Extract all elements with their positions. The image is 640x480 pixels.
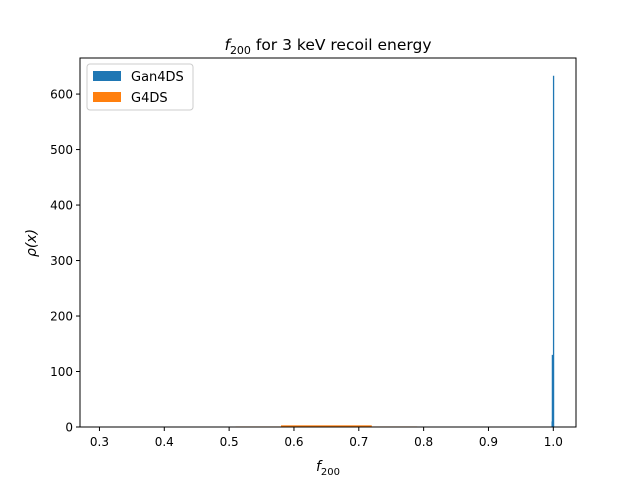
chart-title: f200 for 3 keV recoil energy [224,36,431,57]
legend-swatch-g4ds [93,92,121,102]
y-tick-label: 400 [50,199,73,213]
x-axis-label-sub: 200 [321,467,340,478]
legend-label-gan4ds: Gan4DS [131,70,184,85]
bars-layer [235,75,555,428]
y-axis-label: ρ(x) [24,229,40,257]
x-axis-label: f200 [316,459,340,478]
bar-gan4ds-1 [551,354,554,427]
chart-title-base: f [224,36,232,54]
x-tick-label: 0.8 [414,435,433,449]
plot-frame [79,57,577,428]
y-tick-label: 300 [50,254,73,268]
legend-swatch-gan4ds [93,71,121,81]
y-tick-label: 600 [50,88,73,102]
x-tick-label: 0.6 [284,435,303,449]
y-tick-label: 500 [50,143,73,157]
y-tick-label: 100 [50,365,73,379]
y-tick-label: 200 [50,310,73,324]
legend-label-g4ds: G4DS [131,91,168,106]
x-tick-label: 0.7 [349,435,368,449]
x-tick-label: 0.4 [155,435,174,449]
bar-g4ds-1 [280,425,372,427]
x-axis-label-base: f [316,459,323,475]
x-tick-label: 0.5 [220,435,239,449]
ticks-layer: 0.3 0.4 0.5 0.6 0.7 0.8 0.9 1.0 0 100 200 300 400 500… [50,88,563,449]
x-tick-label: 0.9 [479,435,498,449]
y-tick-label: 0 [65,421,73,435]
chart-title-sub: 200 [230,44,251,57]
x-tick-label: 1.0 [544,435,563,449]
legend: Gan4DS G4DS [86,63,194,111]
chart-title-rest: for 3 keV recoil energy [251,36,432,54]
bar-gan4ds-4 [552,75,555,427]
bar-gan4ds-2 [552,422,554,427]
x-tick-label: 0.3 [90,435,109,449]
